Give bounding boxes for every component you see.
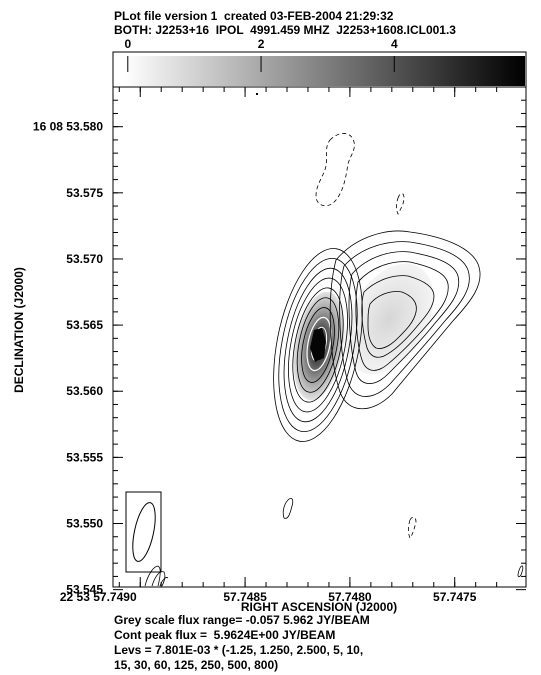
colorbar-tick-label: 0: [124, 37, 131, 51]
small-contour: [517, 565, 524, 578]
jet-contour-level: [367, 291, 417, 349]
negative-contours: [315, 133, 417, 539]
core-contour-level: [278, 257, 358, 433]
x-tick-label: 22 53 57.7490: [60, 590, 137, 604]
y-tick-label: 53.545: [66, 583, 103, 597]
colorbar-tick-label: 2: [258, 37, 265, 51]
y-axis: 16 08 53.580 53.575 53.570 53.565 53.560 53.5…: [33, 99, 526, 597]
core-contour-level: [292, 287, 344, 403]
beam-ellipse: [132, 502, 156, 562]
plot-header-line2: BOTH: J2253+16 IPOL 4991.459 MHZ J2253+1…: [114, 23, 456, 37]
x-axis-title: RIGHT ASCENSION (J2000): [241, 600, 397, 614]
beam-inset: [125, 491, 162, 573]
core-peak: [310, 328, 326, 362]
y-tick-label: 53.575: [66, 186, 103, 200]
small-positive-contours: [144, 498, 524, 587]
core-contour-level: [306, 316, 332, 372]
negative-contour: [315, 133, 355, 207]
jet-contour-level: [339, 241, 470, 397]
y-tick-label: 53.570: [66, 252, 103, 266]
levels-text-continued: 15, 30, 60, 125, 250, 500, 800): [114, 658, 279, 672]
y-tick-label: 53.550: [66, 517, 103, 531]
x-tick-label: 57.7480: [328, 590, 372, 604]
x-tick-label: 57.7475: [433, 590, 477, 604]
small-contour: [151, 571, 166, 587]
colorbar-ramp: [124, 56, 525, 86]
colorbar: 0 2 4: [112, 37, 527, 88]
core-contour-level: [296, 297, 340, 393]
small-contour: [159, 577, 169, 587]
y-tick-label: 53.565: [66, 318, 103, 332]
plot-area: [125, 93, 524, 587]
jet-contour-level: [348, 251, 460, 384]
colorbar-tick-label: 4: [391, 37, 398, 51]
x-axis: 22 53 57.7490 57.7485 57.7480 57.7475: [60, 87, 498, 604]
flux-range-text: Grey scale flux range= -0.057 5.962 JY/B…: [114, 613, 370, 627]
negative-contour: [396, 193, 405, 215]
y-tick-label: 16 08 53.580: [33, 120, 103, 134]
small-contour: [282, 498, 294, 519]
x-tick-label: 57.7485: [223, 590, 267, 604]
small-contour: [144, 565, 161, 587]
y-axis-title: DECLINATION (J2000): [12, 267, 26, 393]
core-contours: [273, 248, 363, 442]
core-contour-level: [283, 267, 353, 423]
peak-flux-text: Cont peak flux = 5.9624E+00 JY/BEAM: [114, 628, 336, 642]
core-contour-level: [288, 277, 348, 413]
y-tick-label: 53.560: [66, 384, 103, 398]
jet-contours: [329, 230, 481, 410]
jet-contour-level: [355, 261, 449, 371]
beam-box: [125, 491, 162, 573]
core-contour-level: [301, 307, 335, 383]
top-speck: [256, 93, 258, 95]
jet-contour-level: [329, 230, 481, 410]
jet-contour-level: [361, 275, 435, 358]
y-tick-label: 53.555: [66, 450, 103, 464]
core-contour-level: [273, 248, 363, 442]
negative-contour: [408, 516, 417, 539]
levels-text: Levs = 7.801E-03 * (-1.25, 1.250, 2.500,…: [114, 643, 364, 657]
plot-header-line1: PLot file version 1 created 03-FEB-2004 …: [114, 9, 394, 23]
